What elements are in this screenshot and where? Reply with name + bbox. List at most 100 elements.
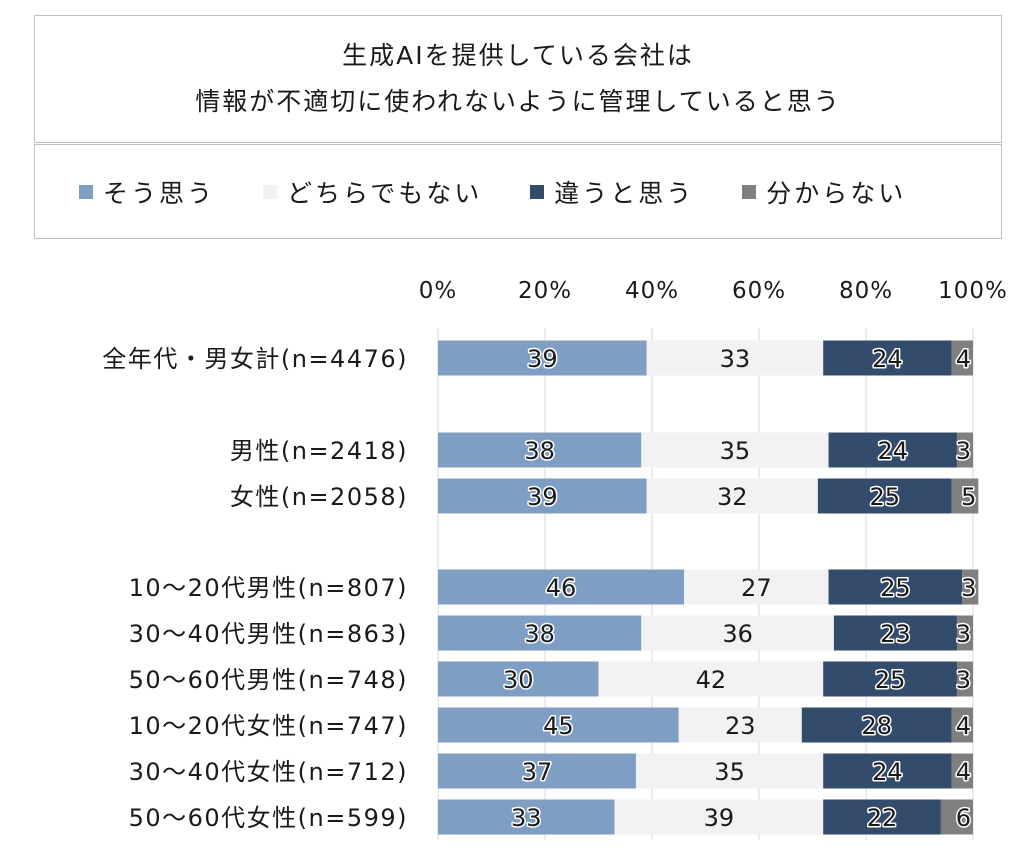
data-label: 3 [956, 666, 971, 694]
data-label: 27 [741, 574, 772, 602]
bar-segment [678, 707, 802, 743]
bar-segment [828, 432, 957, 468]
bar-segment [951, 340, 973, 376]
data-label: 24 [872, 345, 903, 373]
bar-segment [951, 707, 973, 743]
bar-segment [823, 753, 952, 789]
category-label: 50～60代女性(n=599) [129, 804, 408, 832]
legend-item-disagree: 違うと思う [530, 174, 694, 210]
data-label: 32 [717, 483, 748, 511]
x-tick-label: 60% [732, 278, 786, 304]
bar-segment [684, 569, 829, 605]
data-label: 3 [956, 437, 971, 465]
data-label: 3 [956, 620, 971, 648]
category-label: 女性(n=2058) [230, 483, 408, 511]
data-label: 35 [714, 758, 745, 786]
legend-swatch-disagree [530, 184, 545, 199]
bar-segment [956, 615, 973, 651]
bar-segment [956, 661, 973, 697]
legend-item-agree: そう思う [79, 174, 215, 210]
data-label: 4 [956, 758, 971, 786]
legend-label-agree: そう思う [103, 178, 216, 208]
data-label: 4 [956, 345, 971, 373]
bar-segment [438, 569, 685, 605]
data-label: 22 [867, 804, 898, 832]
bar-segment [962, 569, 979, 605]
legend-label-neutral: どちらでもない [287, 178, 483, 208]
data-label: 3 [961, 574, 976, 602]
data-label: 25 [875, 666, 906, 694]
x-tick-label: 20% [518, 278, 572, 304]
category-label: 50～60代男性(n=748) [129, 666, 408, 694]
chart-title-line-1: 生成AIを提供している会社は [342, 41, 694, 70]
x-tick-label: 100% [938, 278, 1008, 304]
x-tick-label: 40% [625, 278, 679, 304]
data-label: 37 [522, 758, 553, 786]
category-label: 全年代・男女計(n=4476) [102, 345, 408, 373]
bar-segment [438, 432, 642, 468]
bar-segment [646, 340, 824, 376]
data-label: 39 [704, 804, 735, 832]
bar-segment [833, 615, 957, 651]
category-label: 10～20代男性(n=807) [129, 574, 408, 602]
legend-swatch-agree [79, 184, 93, 199]
category-label: 10～20代女性(n=747) [129, 712, 408, 740]
data-label: 4 [956, 712, 971, 740]
bar-segment [823, 661, 957, 697]
bar-segment [614, 799, 824, 835]
data-label: 46 [546, 574, 577, 602]
category-label: 男性(n=2418) [230, 437, 408, 465]
data-label: 38 [524, 437, 555, 465]
bar-segment [635, 753, 824, 789]
legend-swatch-unknown [742, 184, 757, 199]
bar-segment [823, 340, 952, 376]
legend-label-unknown: 分からない [766, 178, 907, 208]
bar-segment [817, 478, 952, 514]
bar-segment [438, 661, 599, 697]
data-label: 36 [722, 620, 753, 648]
bar-segment [641, 615, 834, 651]
data-label: 35 [720, 437, 751, 465]
category-label: 30～40代女性(n=712) [129, 758, 408, 786]
data-label: 24 [872, 758, 903, 786]
legend-item-neutral: どちらでもない [263, 174, 482, 210]
data-label: 30 [503, 666, 534, 694]
bar-segment [951, 478, 979, 514]
bar-segment [438, 753, 636, 789]
data-label: 23 [725, 712, 756, 740]
x-tick-label: 0% [419, 278, 458, 304]
bar-segment [951, 753, 973, 789]
legend-label-disagree: 違うと思う [554, 178, 695, 208]
data-label: 39 [527, 345, 558, 373]
bar-segment [801, 707, 952, 743]
legend-swatch-neutral [263, 184, 278, 199]
data-label: 25 [869, 483, 900, 511]
stacked-bar-chart: 0% 20% 40% 60% 80% 100% 全年代・男女計(n=4476) 男性(n=24… [102, 278, 1008, 840]
data-label: 5 [961, 483, 976, 511]
legend-item-unknown: 分からない [742, 174, 906, 210]
chart-title-box: 生成AIを提供している会社は 情報が不適切に使われないように管理していると思う [34, 15, 1002, 143]
data-label: 23 [880, 620, 911, 648]
data-label: 33 [511, 804, 542, 832]
data-label: 39 [527, 483, 558, 511]
legend: そう思う どちらでもない 違うと思う 分からない [34, 144, 1002, 239]
bar-segment [598, 661, 824, 697]
bar-segment [956, 432, 973, 468]
data-label: 25 [880, 574, 911, 602]
bar-segment [438, 799, 615, 835]
data-label: 28 [861, 712, 892, 740]
chart-title-line-2: 情報が不適切に使われないように管理していると思う [195, 87, 841, 116]
bar-segment [641, 432, 829, 468]
category-label: 30～40代男性(n=863) [129, 620, 408, 648]
bar-segment [823, 799, 941, 835]
data-label: 24 [877, 437, 908, 465]
x-tick-label: 80% [839, 278, 893, 304]
data-label: 42 [696, 666, 727, 694]
bar-segment [438, 478, 647, 514]
bar-segment [438, 340, 647, 376]
bar-segment [438, 707, 679, 743]
bar-segment [646, 478, 818, 514]
data-label: 45 [543, 712, 574, 740]
bar-segment [438, 615, 642, 651]
data-label: 6 [956, 804, 971, 832]
